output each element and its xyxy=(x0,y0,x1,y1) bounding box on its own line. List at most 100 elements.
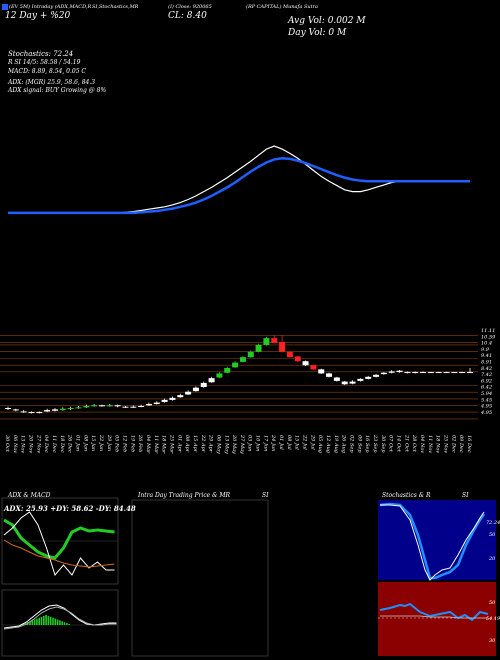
date-tick-label: 09 Dec xyxy=(458,435,464,453)
stochastics-level-label: 72.24 xyxy=(486,520,500,526)
date-tick-label: 22 Jan xyxy=(98,434,104,451)
candle-body xyxy=(286,351,293,358)
candle-body xyxy=(192,387,199,392)
candle-body xyxy=(263,338,270,345)
adx-macd-panel-title: ADX & MACD xyxy=(8,492,51,499)
candle-body xyxy=(247,351,254,358)
candle-body xyxy=(51,409,58,411)
date-tick-label: 04 Nov xyxy=(419,435,425,453)
candle-body xyxy=(435,372,442,374)
rsi-level-label: 30 xyxy=(489,638,496,644)
date-tick-label: 14 Oct xyxy=(396,435,402,453)
ma-blue-line xyxy=(8,156,470,215)
date-tick-label: 12 Feb xyxy=(121,435,127,452)
adx-plus-di-line xyxy=(3,518,115,560)
candle-body xyxy=(98,405,105,407)
price-level-label: 8.42 xyxy=(481,366,492,372)
macd-histogram-bar xyxy=(66,623,68,625)
chart-subtitle: SI,Stochastics,MR xyxy=(92,4,139,10)
macd-histogram-bar xyxy=(40,616,43,625)
candle-body xyxy=(459,372,466,374)
date-tick-label: 22 Apr xyxy=(200,434,206,453)
rsi-ma-line xyxy=(380,615,488,619)
stochastics-panel xyxy=(378,500,496,580)
candle-body xyxy=(153,402,160,404)
date-tick-label: 13 May xyxy=(223,435,229,454)
candle-body xyxy=(161,399,168,402)
candle-body xyxy=(380,372,387,375)
date-tick-label: 12 Aug xyxy=(325,435,331,453)
macd-histogram-bar xyxy=(61,621,63,625)
macd-histogram-bar xyxy=(68,624,70,625)
date-tick-label: 15 Jan xyxy=(90,435,96,451)
date-tick-label: 04 Dec xyxy=(43,435,49,453)
candle-body xyxy=(83,406,90,408)
candle-body xyxy=(326,373,333,377)
intraday-panel xyxy=(131,499,269,657)
price-level-label: 6.42 xyxy=(481,385,492,391)
date-tick-label: 28 Oct xyxy=(411,434,417,453)
macd-histogram-bar xyxy=(29,621,31,625)
macd-histogram-bar xyxy=(54,618,57,625)
candle-body xyxy=(318,369,325,374)
date-tick-label: 07 Oct xyxy=(388,435,394,453)
center-reference: (I) Close: 920065 xyxy=(168,4,212,10)
adx-signal-readout: ADX signal: BUY Growing @ 8% xyxy=(8,87,107,94)
candle-body xyxy=(412,372,419,374)
stochastics-readout: Stochastics: 72.24 xyxy=(8,50,74,58)
date-tick-label: 11 Mar xyxy=(153,435,159,454)
date-tick-label: 13 Nov xyxy=(20,435,26,453)
price-level-label: 6.92 xyxy=(481,378,492,384)
macd-histogram-bar xyxy=(38,617,40,625)
chart-title: (EV 5M) Intraday (ADX,MACD,R xyxy=(9,4,92,10)
date-tick-label: 25 Mar xyxy=(168,434,174,454)
candle-body xyxy=(388,371,395,373)
date-tick-label: 27 Nov xyxy=(35,434,41,453)
date-tick-label: 03 Jun xyxy=(247,435,253,451)
date-tick-label: 08 Jul xyxy=(286,435,292,450)
price-level-label: 7.42 xyxy=(481,372,492,378)
candle-body xyxy=(185,391,192,395)
date-tick-label: 26 Feb xyxy=(137,434,143,452)
candle-body xyxy=(294,356,301,362)
date-tick-label: 24 Jun xyxy=(270,434,276,451)
date-tick-label: 29 Apr xyxy=(208,434,214,453)
macd-histogram-bar xyxy=(22,624,24,625)
stochastics-level-label: 20 xyxy=(488,556,496,562)
adx-minus-di-line xyxy=(3,539,115,568)
rsi-line xyxy=(379,602,489,622)
macd-histogram-bar xyxy=(31,620,34,625)
candle-body xyxy=(20,411,27,413)
price-level-label: 9.9 xyxy=(481,347,490,353)
macd-histogram-bar xyxy=(52,617,54,625)
candle-body xyxy=(279,342,286,352)
si-panel-label-right: SI xyxy=(462,492,469,499)
avg-volume: Avg Vol: 0.002 M xyxy=(288,16,366,26)
candle-body xyxy=(130,406,137,408)
candle-body xyxy=(75,407,82,409)
date-tick-label: 10 Jun xyxy=(255,435,261,451)
macd-histogram-bar xyxy=(47,615,50,625)
price-level-label: 8.91 xyxy=(481,360,492,366)
macd-signal-line xyxy=(3,606,117,630)
date-tick-label: 20 Nov xyxy=(27,434,33,453)
day-volume: Day Vol: 0 M xyxy=(288,28,347,38)
price-level-label: 11.11 xyxy=(481,328,495,334)
date-tick-label: 18 Dec xyxy=(59,435,65,453)
date-tick-label: 11 Dec xyxy=(51,435,57,453)
candle-body xyxy=(28,412,35,414)
candle-body xyxy=(349,381,356,384)
date-tick-label: 02 Dec xyxy=(450,435,456,453)
candle-body xyxy=(91,405,98,407)
candle-body xyxy=(255,344,262,352)
price-level-label: 10.4 xyxy=(481,341,492,347)
date-tick-label: 05 Feb xyxy=(114,435,120,452)
price-level-label: 4.95 xyxy=(480,410,492,416)
change-text: 12 Day + %20 xyxy=(5,11,71,21)
candle-body xyxy=(216,373,223,378)
candle-body xyxy=(396,370,403,373)
date-tick-label: 01 Jul xyxy=(278,435,284,450)
candle-body xyxy=(427,372,434,374)
series-color-marker xyxy=(2,4,8,10)
